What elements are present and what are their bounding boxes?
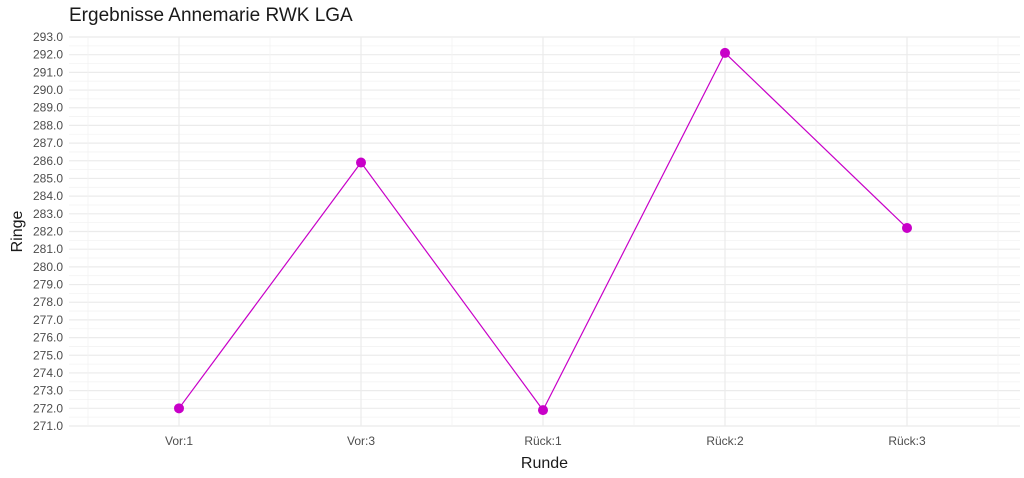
data-point xyxy=(174,403,184,414)
data-point xyxy=(902,222,912,233)
data-point xyxy=(538,405,548,416)
y-tick-label: 289.0 xyxy=(33,101,63,115)
y-tick-label: 293.0 xyxy=(33,30,63,44)
y-tick-label: 288.0 xyxy=(33,118,63,132)
y-tick-label: 276.0 xyxy=(33,331,63,345)
y-tick-label: 280.0 xyxy=(33,260,63,274)
y-tick-label: 278.0 xyxy=(33,295,63,309)
y-tick-label: 283.0 xyxy=(33,207,63,221)
y-tick-label: 272.0 xyxy=(33,401,63,415)
y-tick-label: 287.0 xyxy=(33,136,63,150)
y-axis-label: Ringe xyxy=(9,211,26,253)
y-tick-label: 282.0 xyxy=(33,225,63,239)
y-axis-ticks: 271.0 272.0 273.0 274.0 275.0 276.0 277.0 278.0… xyxy=(33,30,63,433)
grid-lines xyxy=(69,36,1020,427)
y-tick-label: 277.0 xyxy=(33,313,63,327)
x-tick-label: Rück:2 xyxy=(706,434,744,448)
y-tick-label: 279.0 xyxy=(33,278,63,292)
y-tick-label: 286.0 xyxy=(33,154,63,168)
y-tick-label: 291.0 xyxy=(33,65,63,79)
series-line-segment xyxy=(542,52,726,411)
x-axis-label: Runde xyxy=(521,455,568,472)
y-tick-label: 271.0 xyxy=(33,419,63,433)
y-tick-label: 292.0 xyxy=(33,48,63,62)
series-line-segment xyxy=(724,52,908,229)
data-point xyxy=(720,47,730,58)
y-tick-label: 290.0 xyxy=(33,83,63,97)
chart-title: Ergebnisse Annemarie RWK LGA xyxy=(69,5,353,26)
series-line-segment xyxy=(360,162,544,411)
x-tick-label: Rück:1 xyxy=(524,434,562,448)
y-tick-label: 274.0 xyxy=(33,366,63,380)
data-point xyxy=(356,157,366,168)
y-tick-label: 273.0 xyxy=(33,384,63,398)
x-tick-label: Vor:1 xyxy=(165,434,193,448)
x-tick-label: Vor:3 xyxy=(347,434,375,448)
y-tick-label: 284.0 xyxy=(33,189,63,203)
x-axis-ticks: Vor:1 Vor:3 Rück:1 Rück:2 Rück:3 xyxy=(165,434,926,448)
y-tick-label: 281.0 xyxy=(33,242,63,256)
x-tick-label: Rück:3 xyxy=(888,434,926,448)
series xyxy=(174,47,912,416)
y-tick-label: 275.0 xyxy=(33,348,63,362)
series-line-segment xyxy=(178,162,362,409)
y-tick-label: 285.0 xyxy=(33,171,63,185)
